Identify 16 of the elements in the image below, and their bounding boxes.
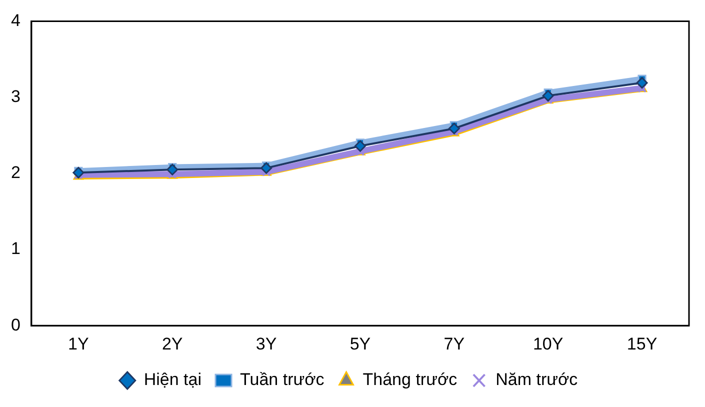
y-tick-label: 2 [10,163,20,182]
y-tick-label: 0 [10,315,20,334]
x-tick-label: 7Y [444,334,465,354]
x-tick-label: 1Y [68,334,89,354]
legend-label: Tháng trước [362,370,458,390]
y-tick-label: 4 [10,10,20,30]
x-tick-label: 10Y [532,334,564,354]
legend-label: Tuần trước [240,370,325,390]
y-tick-label: 3 [10,86,20,106]
x-tick-label: 15Y [626,334,658,354]
x-tick-label: 5Y [350,334,371,354]
x-tick-label: 3Y [256,334,277,354]
legend-label: Năm trước [496,370,578,390]
legend-label: Hiện tại [144,370,202,390]
y-tick-label: 1 [10,239,20,258]
x-tick-label: 2Y [162,334,183,354]
